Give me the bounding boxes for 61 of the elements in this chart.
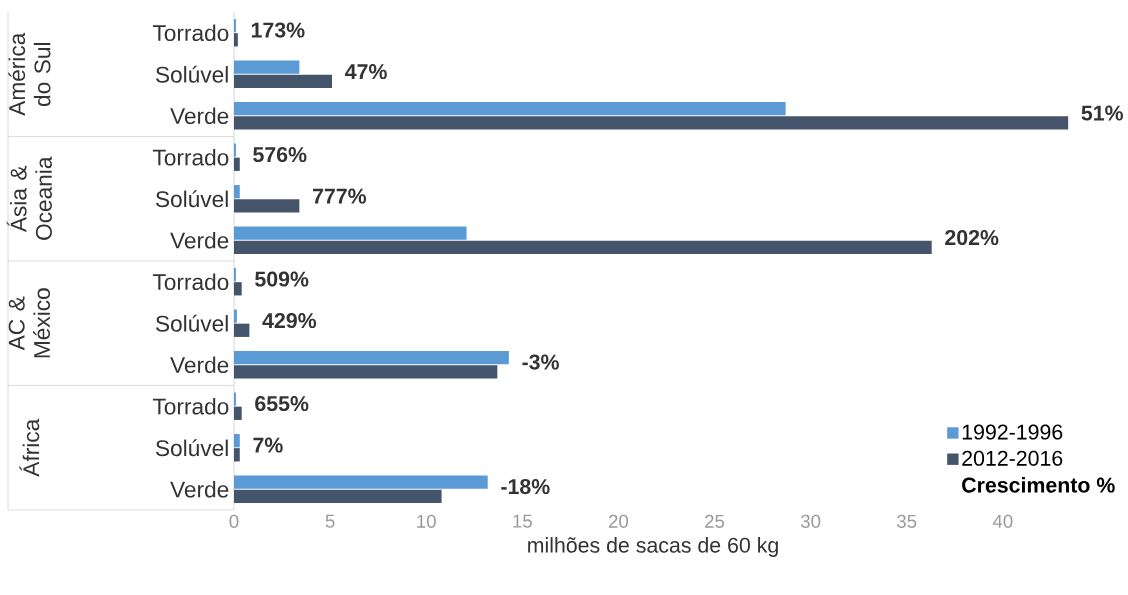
bar: [234, 406, 242, 421]
y-tick-label: Torrado: [152, 149, 229, 166]
y-tick-label: Verde: [170, 107, 229, 125]
bar: [234, 60, 300, 74]
bar: [234, 199, 300, 213]
bar: [234, 157, 240, 172]
y-tick-label: Torrado: [152, 24, 229, 42]
bar: [234, 309, 237, 324]
annotation: -3%: [522, 354, 559, 370]
annotation: Crescimento %: [962, 477, 1115, 493]
annotation: 7%: [253, 437, 283, 453]
bar: [234, 185, 240, 199]
annotation: 576%: [253, 147, 307, 163]
bar: [234, 240, 932, 255]
annotation: -18%: [501, 479, 550, 495]
x-tick-label: 40: [992, 514, 1013, 529]
bar: [234, 116, 1069, 130]
text: AC & México: [8, 288, 51, 358]
annotation: 655%: [255, 396, 309, 412]
text: América do Sul: [8, 32, 51, 116]
y-tick-label: Solúvel: [155, 190, 228, 208]
y-tick-label: Verde: [170, 232, 229, 249]
bar: [234, 434, 240, 448]
x-tick-label: 35: [897, 514, 917, 529]
bar: [234, 74, 333, 89]
y-tick-label: Solúvel: [155, 439, 228, 457]
text: 51%: [1081, 105, 1123, 121]
bar: [234, 489, 442, 504]
x-tick-label: 30: [800, 514, 821, 529]
legend-label: 2012-2016: [962, 450, 1063, 467]
bar: [234, 351, 509, 365]
bar: [234, 102, 786, 116]
annotation: 173%: [251, 22, 305, 38]
annotation: 777%: [312, 188, 367, 204]
bar: [234, 33, 238, 47]
bar: [234, 475, 488, 489]
text: África: [19, 418, 40, 477]
annotation: 509%: [255, 271, 309, 287]
x-tick-label: 25: [705, 514, 725, 529]
y-tick-label: Torrado: [152, 398, 229, 415]
legend-label: 1992-1996: [962, 424, 1063, 440]
x-axis-title: milhões de sacas de 60 kg: [528, 537, 778, 558]
y-tick-label: Torrado: [152, 273, 229, 291]
x-tick-label: 15: [513, 514, 532, 528]
y-tick-label: Verde: [170, 356, 229, 374]
x-tick-label: 10: [417, 514, 436, 529]
bar: [234, 365, 498, 379]
x-tick-label: 0: [229, 514, 239, 529]
x-tick-label: 5: [325, 514, 335, 528]
x-tick-label: 20: [608, 514, 629, 529]
text: Ásia & Oceania: [6, 156, 52, 241]
y-tick-label: Solúvel: [155, 65, 228, 83]
annotation: 429%: [262, 313, 317, 329]
y-tick-label: Solúvel: [155, 314, 228, 332]
bar: [234, 448, 240, 462]
bar: [234, 226, 467, 240]
annotation: 202%: [945, 230, 999, 246]
y-tick-label: Verde: [170, 481, 229, 498]
bar: [234, 323, 250, 338]
bar: [234, 282, 242, 296]
annotation: 47%: [345, 64, 387, 80]
